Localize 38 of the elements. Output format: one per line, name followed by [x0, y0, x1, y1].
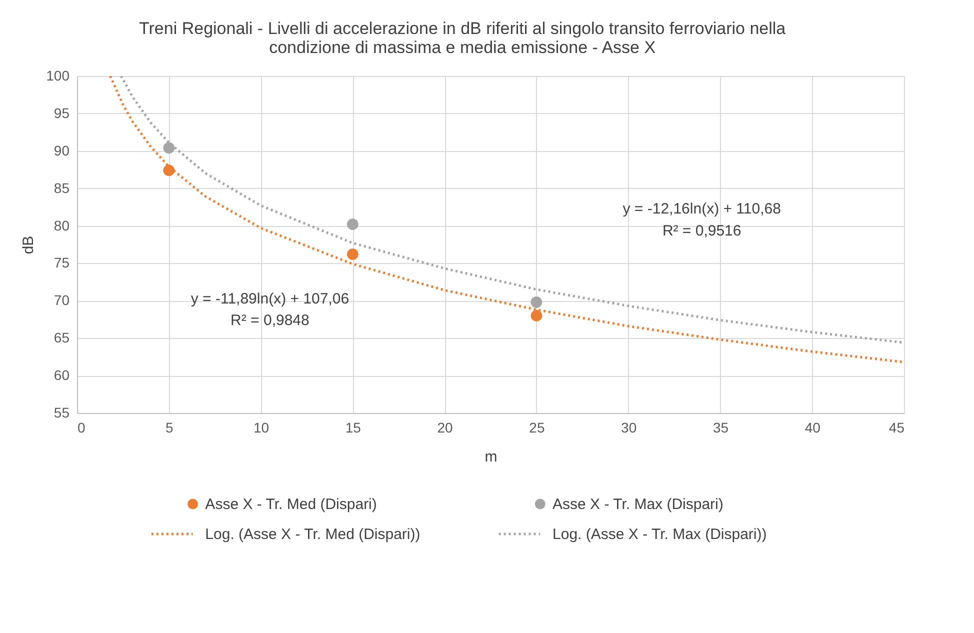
point — [163, 142, 175, 154]
y-tick-label: 75 — [54, 254, 70, 271]
x-tick-label: 0 — [78, 420, 86, 436]
point — [530, 310, 542, 322]
point — [346, 248, 358, 260]
x-tick-label: 15 — [345, 420, 362, 436]
x-tick-label: 45 — [888, 420, 905, 436]
y-axis-title: dB — [20, 236, 38, 254]
point — [530, 296, 542, 308]
x-tick-label: 20 — [437, 420, 454, 436]
y-tick-label: 60 — [54, 367, 70, 384]
x-tick-label: 40 — [804, 420, 821, 436]
x-axis-title: m — [484, 448, 498, 466]
x-tick-label: 30 — [621, 420, 637, 436]
annotation: R² = 0,9516 — [662, 222, 742, 240]
legend-label: Asse X - Tr. Max (Dispari) — [552, 496, 724, 513]
annotation: y = -12,16ln(x) + 110,68 — [622, 200, 781, 218]
x-tick-label: 25 — [529, 420, 545, 436]
x-tick-label: 5 — [165, 420, 174, 436]
y-tick-label: 100 — [46, 68, 70, 84]
legend-label: Asse X - Tr. Med (Dispari) — [205, 496, 377, 513]
annotation: R² = 0,9848 — [230, 312, 310, 330]
y-tick-label: 85 — [54, 180, 70, 196]
x-tick-label: 10 — [253, 420, 270, 436]
annotation: y = -11,89ln(x) + 107,06 — [190, 290, 350, 308]
legend-label: Log. (Asse X - Tr. Med (Dispari)) — [205, 526, 420, 543]
point — [163, 164, 175, 176]
y-tick-label: 95 — [54, 104, 70, 121]
point — [346, 218, 358, 230]
y-tick-label: 90 — [54, 142, 70, 158]
text: Treni Regionali - Livelli di accelerazione in dB riferiti al singolo transito ferroviario nella — [139, 19, 786, 38]
legend-label: Log. (Asse X - Tr. Max (Dispari)) — [552, 526, 767, 543]
y-tick-label: 80 — [54, 217, 70, 234]
y-tick-label: 55 — [54, 404, 70, 420]
text: condizione di massima e media emissione - Asse X — [269, 38, 656, 57]
x-tick-label: 35 — [712, 420, 729, 436]
y-tick-label: 70 — [54, 292, 70, 308]
y-tick-label: 65 — [54, 330, 70, 346]
